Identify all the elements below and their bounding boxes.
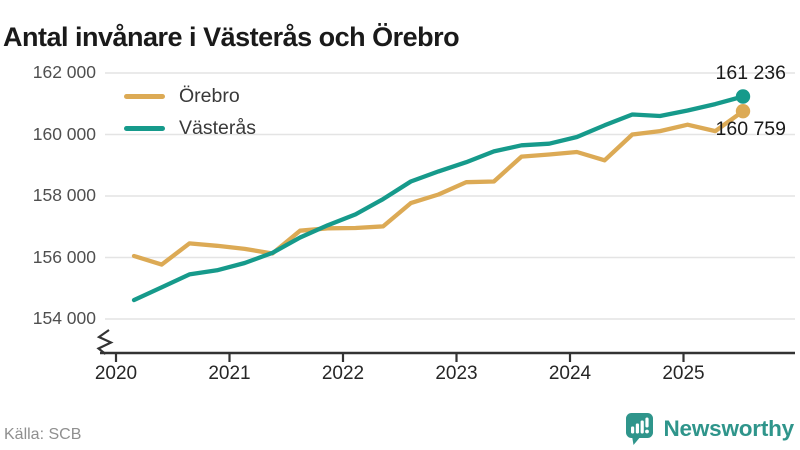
y-axis-tick-label: 158 000 (32, 185, 96, 205)
y-axis-tick-label: 154 000 (32, 308, 96, 328)
orebro-end-dot (735, 103, 751, 119)
vasteras-end-value-label: 161 236 (715, 62, 787, 84)
legend-label-orebro: Örebro (179, 85, 240, 107)
x-axis-tick-label: 2024 (548, 363, 592, 384)
legend: Örebro Västerås (124, 85, 256, 140)
x-axis-tick-label: 2025 (662, 363, 705, 384)
y-axis-tick-label: 162 000 (32, 62, 96, 82)
newsworthy-bubble-chart-icon (626, 413, 654, 445)
newsworthy-logo[interactable]: Newsworthy (625, 412, 794, 446)
vasteras-line (131, 94, 746, 303)
x-axis-tick-label: 2021 (208, 363, 251, 384)
legend-label-vasteras: Västerås (179, 117, 256, 139)
legend-item-vasteras[interactable]: Västerås (124, 117, 256, 140)
orebro-line (131, 109, 746, 267)
orebro-line-swatch (124, 94, 165, 99)
x-axis-tick-label: 2020 (94, 363, 138, 384)
vasteras-line-swatch (124, 126, 165, 131)
x-axis-tick-label: 2022 (321, 363, 365, 384)
y-axis-tick-label: 160 000 (32, 123, 96, 144)
axis-break-symbol (96, 329, 114, 355)
chart-title: Antal invånare i Västerås och Örebro (3, 22, 460, 53)
legend-item-orebro[interactable]: Örebro (124, 85, 256, 108)
y-axis-tick-label: 156 000 (32, 246, 96, 267)
vasteras-end-dot (735, 89, 751, 104)
newsworthy-wordmark: Newsworthy (663, 416, 794, 441)
x-axis-tick-label: 2023 (435, 363, 478, 384)
orebro-end-value-label: 160 759 (715, 118, 787, 140)
source-credit: Källa: SCB (4, 426, 82, 443)
